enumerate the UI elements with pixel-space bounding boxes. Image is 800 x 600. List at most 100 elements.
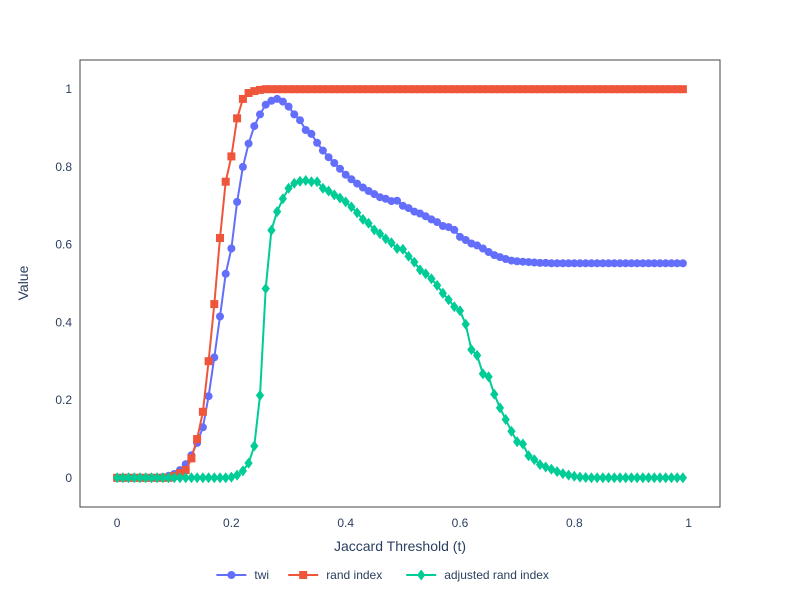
- data-point-rand-index: [421, 85, 430, 94]
- data-point-rand-index: [473, 85, 482, 94]
- data-point-twi: [524, 258, 533, 267]
- data-point-twi: [678, 259, 687, 268]
- data-point-adjusted-rand-index: [221, 472, 230, 484]
- data-point-rand-index: [284, 85, 293, 94]
- data-point-adjusted-rand-index: [427, 273, 436, 285]
- data-point-rand-index: [553, 85, 562, 94]
- data-point-adjusted-rand-index: [147, 472, 156, 484]
- data-point-rand-index: [187, 454, 196, 463]
- data-point-rand-index: [307, 85, 316, 94]
- data-point-adjusted-rand-index: [644, 472, 653, 484]
- data-point-adjusted-rand-index: [301, 175, 310, 186]
- data-point-rand-index: [393, 85, 402, 94]
- data-point-rand-index: [496, 85, 504, 94]
- data-point-twi: [296, 116, 304, 125]
- data-point-adjusted-rand-index: [553, 466, 562, 478]
- data-point-rand-index: [273, 85, 282, 94]
- legend-item-rand-index[interactable]: rand index: [288, 568, 382, 582]
- data-point-twi: [644, 259, 653, 268]
- data-point-rand-index: [656, 85, 664, 94]
- data-point-rand-index: [416, 85, 424, 94]
- data-point-rand-index: [244, 89, 253, 97]
- data-point-adjusted-rand-index: [215, 472, 225, 484]
- data-point-twi: [301, 126, 310, 134]
- data-point-twi: [307, 129, 316, 138]
- data-point-rand-index: [330, 85, 339, 94]
- data-point-adjusted-rand-index: [233, 469, 242, 481]
- data-point-twi: [564, 259, 573, 268]
- y-tick-label: 0.2: [55, 393, 72, 407]
- data-point-twi: [216, 312, 224, 321]
- data-point-rand-index: [238, 94, 247, 103]
- data-point-rand-index: [490, 85, 499, 94]
- data-point-twi: [604, 259, 613, 268]
- data-point-adjusted-rand-index: [198, 472, 207, 484]
- data-point-adjusted-rand-index: [261, 283, 270, 295]
- data-point-rand-index: [650, 85, 659, 94]
- data-point-twi: [393, 196, 402, 205]
- data-point-rand-index: [358, 85, 367, 94]
- data-point-twi: [587, 259, 596, 268]
- x-tick-label: 0.6: [452, 516, 469, 530]
- data-point-adjusted-rand-index: [404, 250, 413, 262]
- data-point-adjusted-rand-index: [621, 472, 630, 484]
- data-point-twi: [353, 179, 362, 188]
- data-point-rand-index: [564, 85, 573, 94]
- data-point-adjusted-rand-index: [175, 472, 185, 484]
- data-point-rand-index: [444, 85, 453, 94]
- data-point-rand-index: [667, 85, 676, 94]
- data-point-rand-index: [518, 85, 527, 94]
- data-point-adjusted-rand-index: [655, 472, 665, 484]
- data-point-rand-index: [267, 85, 276, 94]
- data-point-rand-index: [410, 85, 419, 94]
- legend-item-adjusted-rand-index[interactable]: adjusted rand index: [406, 568, 549, 582]
- data-point-twi: [530, 258, 539, 267]
- data-point-adjusted-rand-index: [547, 463, 556, 475]
- plot-area: [79, 59, 721, 508]
- legend-item-twi[interactable]: twi: [216, 568, 269, 582]
- data-point-rand-index: [513, 85, 522, 94]
- data-point-adjusted-rand-index: [444, 294, 453, 306]
- data-point-adjusted-rand-index: [467, 344, 476, 356]
- legend: twi rand index adjusted rand index: [216, 568, 549, 582]
- data-point-adjusted-rand-index: [421, 268, 430, 280]
- data-point-adjusted-rand-index: [661, 472, 670, 484]
- data-point-rand-index: [678, 85, 687, 94]
- data-point-twi: [581, 259, 590, 268]
- data-point-adjusted-rand-index: [187, 472, 196, 484]
- data-point-twi: [553, 259, 562, 268]
- data-point-rand-index: [364, 85, 373, 94]
- data-point-rand-index: [341, 85, 350, 94]
- data-point-twi: [627, 259, 636, 268]
- data-point-twi: [541, 258, 550, 267]
- data-point-rand-index: [313, 85, 322, 94]
- data-point-twi: [250, 122, 259, 131]
- data-point-adjusted-rand-index: [393, 243, 402, 254]
- y-tick-label: 1: [65, 82, 72, 96]
- data-point-rand-index: [638, 85, 647, 94]
- x-tick-label: 1: [685, 516, 692, 530]
- data-point-adjusted-rand-index: [255, 389, 265, 401]
- x-axis-title: Jaccard Threshold (t): [334, 538, 466, 554]
- data-point-twi: [558, 259, 567, 268]
- data-point-twi: [638, 259, 647, 268]
- data-point-adjusted-rand-index: [518, 438, 527, 450]
- data-point-rand-index: [673, 85, 682, 94]
- data-point-adjusted-rand-index: [633, 472, 642, 484]
- data-point-adjusted-rand-index: [473, 349, 482, 361]
- data-point-adjusted-rand-index: [558, 468, 567, 480]
- data-point-adjusted-rand-index: [278, 193, 287, 205]
- data-point-twi: [336, 164, 344, 173]
- data-point-adjusted-rand-index: [524, 450, 533, 462]
- data-point-adjusted-rand-index: [667, 472, 676, 484]
- data-point-adjusted-rand-index: [581, 472, 590, 483]
- data-point-rand-index: [370, 85, 379, 94]
- data-point-adjusted-rand-index: [598, 472, 607, 484]
- data-point-adjusted-rand-index: [324, 185, 333, 197]
- data-point-rand-index: [181, 466, 190, 475]
- data-point-rand-index: [587, 85, 596, 94]
- data-point-rand-index: [204, 357, 213, 366]
- data-point-adjusted-rand-index: [135, 472, 145, 484]
- y-tick-label: 0.6: [55, 238, 72, 252]
